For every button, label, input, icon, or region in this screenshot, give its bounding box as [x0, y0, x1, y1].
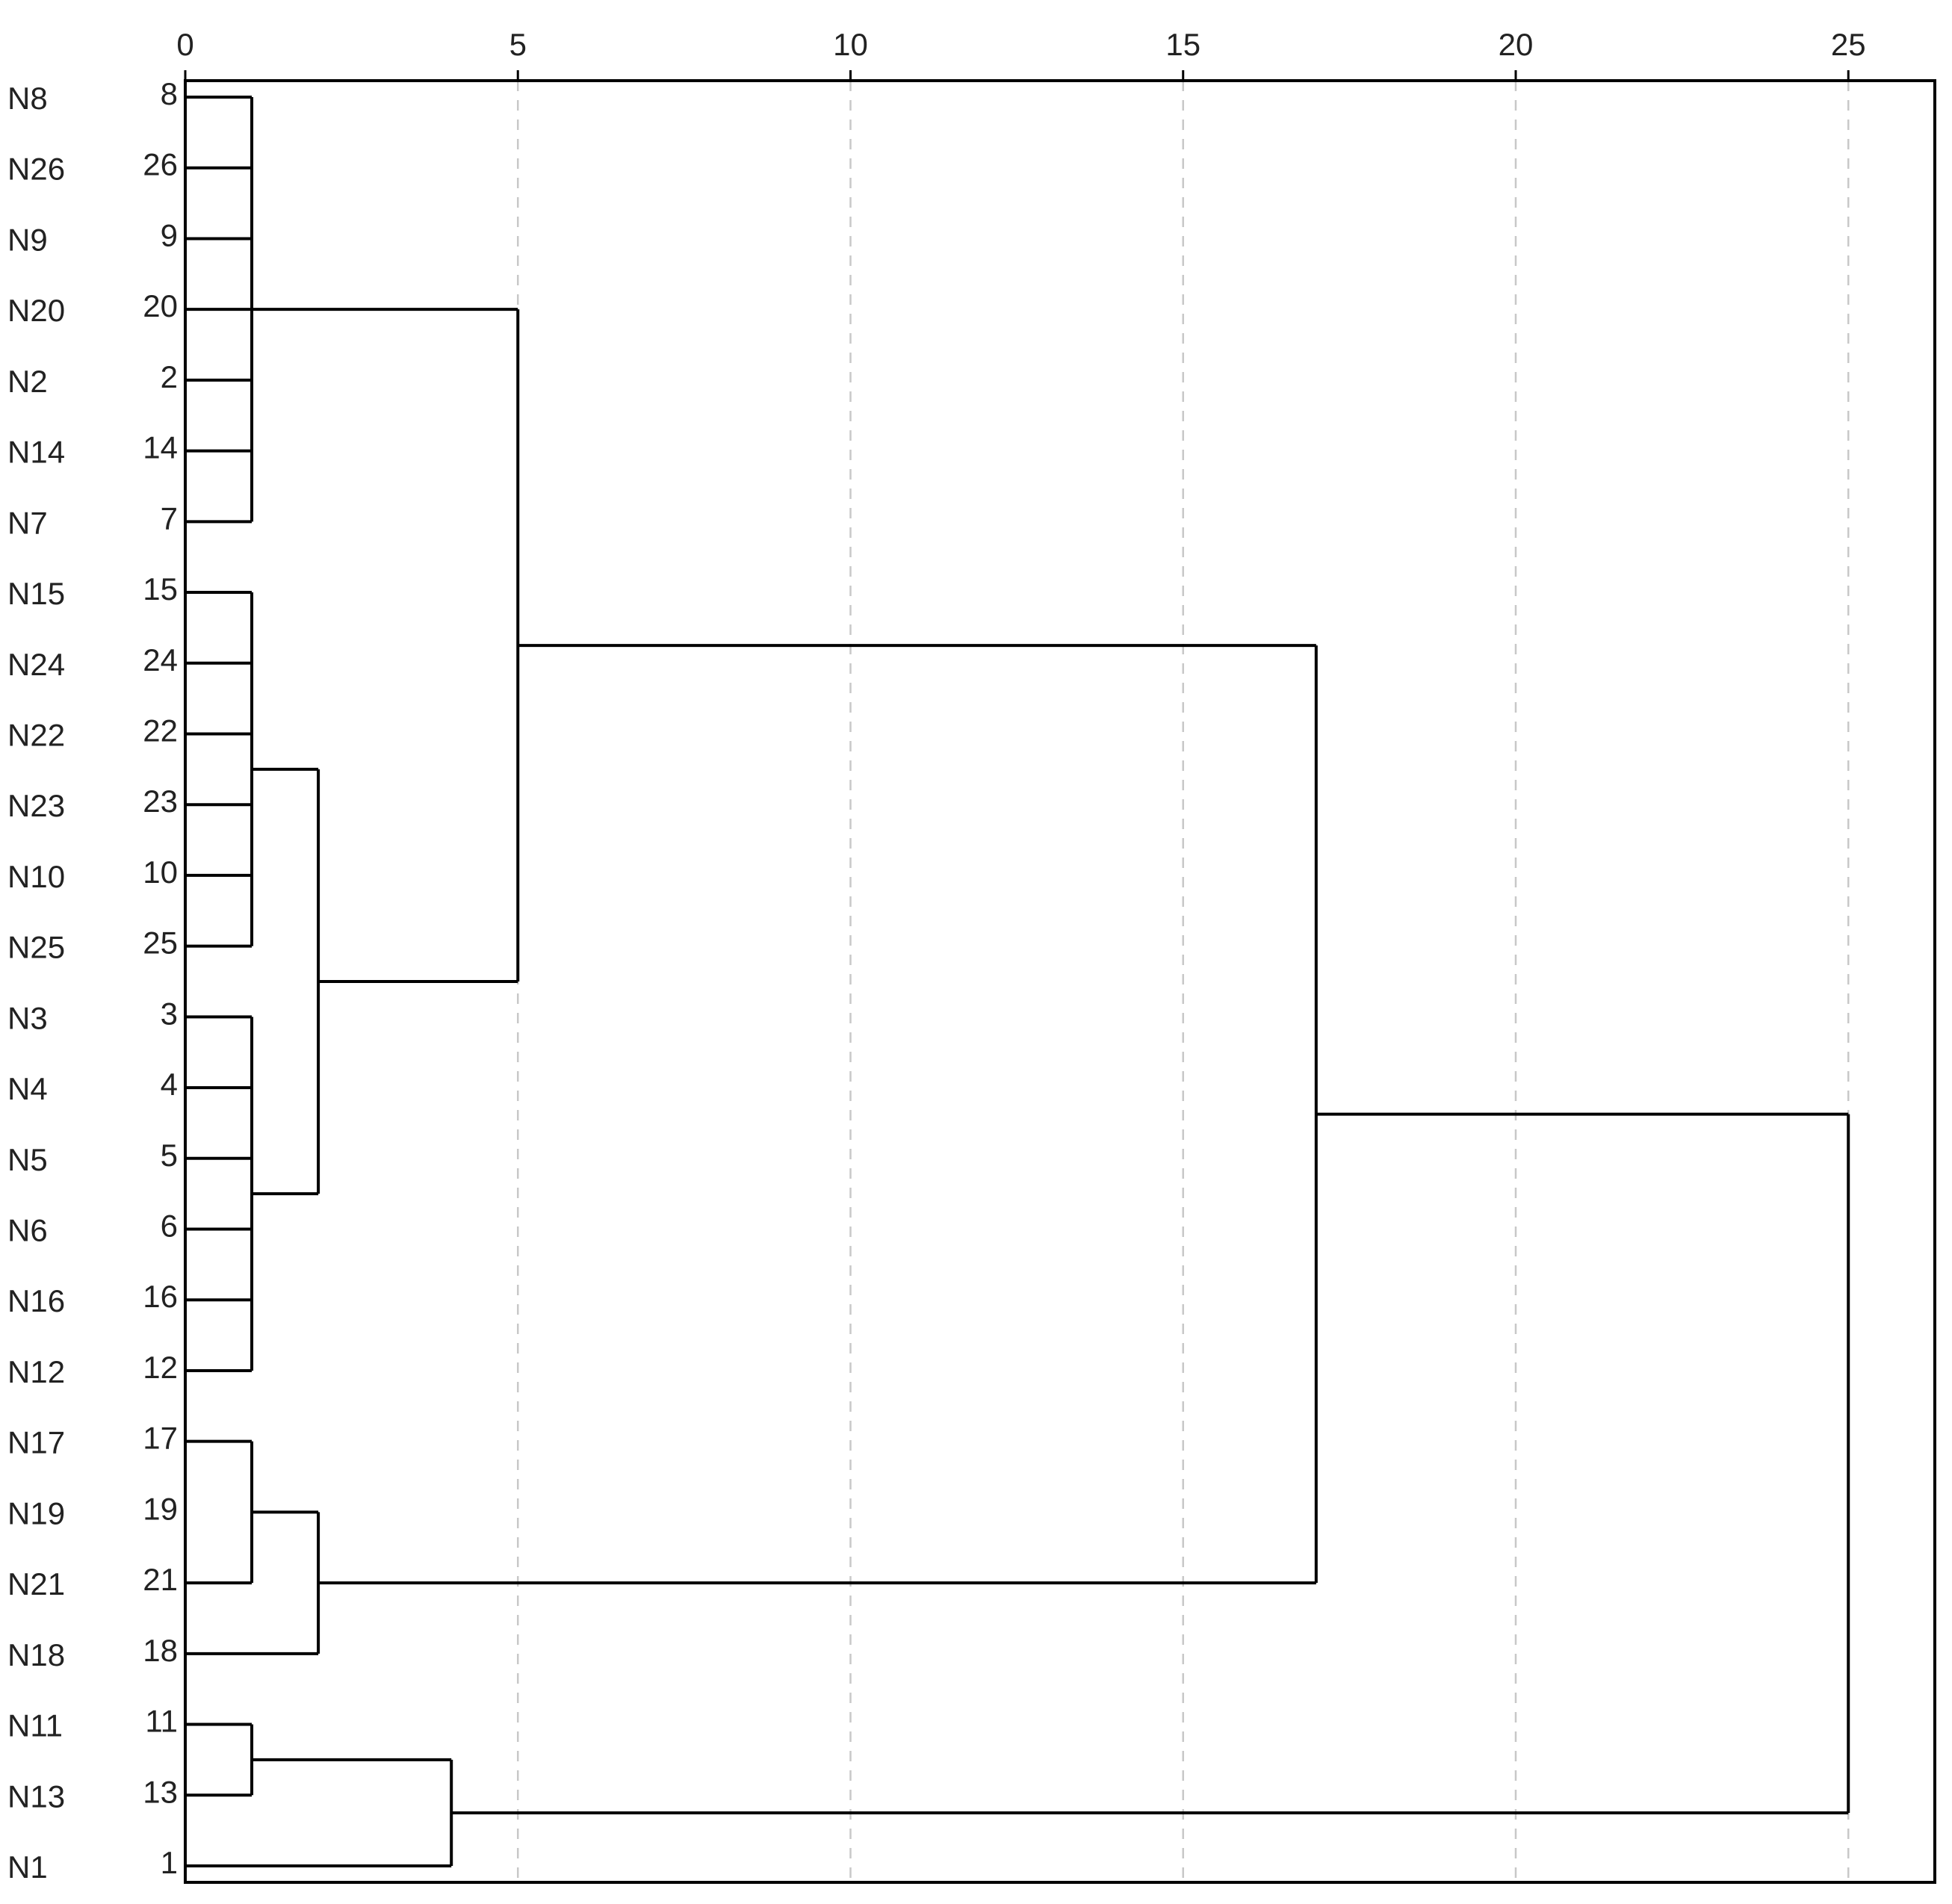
leaf-name-label: N1: [7, 1849, 48, 1885]
leaf-name-label: N26: [7, 152, 65, 187]
leaf-number-label: 4: [161, 1067, 178, 1102]
x-tick-label: 25: [1831, 27, 1866, 62]
leaf-number-label: 21: [143, 1562, 178, 1597]
leaf-number-label: 20: [143, 288, 178, 323]
leaf-name-label: N11: [7, 1708, 63, 1743]
leaf-name-label: N25: [7, 930, 65, 965]
leaf-number-label: 7: [161, 500, 178, 536]
leaf-name-label: N18: [7, 1637, 65, 1672]
dendrogram-links: [185, 96, 1850, 1867]
leaf-number-label: 26: [143, 147, 178, 182]
leaf-name-label: N17: [7, 1425, 65, 1460]
leaf-number-label: 12: [143, 1350, 178, 1385]
leaf-number-label: 22: [143, 713, 178, 748]
leaf-name-label: N8: [7, 81, 48, 116]
x-tick-label: 10: [833, 27, 868, 62]
leaf-name-label: N19: [7, 1495, 65, 1531]
x-tick-label: 15: [1165, 27, 1200, 62]
leaf-name-label: N12: [7, 1354, 65, 1389]
plot-frame: [184, 79, 1936, 1884]
leaf-name-label: N14: [7, 435, 65, 470]
leaf-name-label: N15: [7, 576, 65, 611]
leaf-number-label: 10: [143, 855, 178, 890]
leaf-number-label: 11: [145, 1704, 178, 1739]
leaf-number-label: 3: [161, 996, 178, 1031]
leaf-name-label: N3: [7, 1000, 48, 1035]
leaf-name-label: N24: [7, 647, 65, 682]
leaf-number-label: 13: [143, 1774, 178, 1809]
leaf-name-label: N16: [7, 1283, 65, 1318]
leaf-number-label: 6: [161, 1209, 178, 1244]
leaf-name-label: N7: [7, 505, 48, 540]
leaf-name-label: N23: [7, 788, 65, 823]
leaf-name-label: N4: [7, 1071, 48, 1106]
leaf-number-label: 25: [143, 925, 178, 961]
leaf-name-label: N10: [7, 859, 65, 894]
leaf-number-label: 19: [143, 1491, 178, 1526]
leaf-number-label: 14: [143, 430, 178, 465]
leaf-name-label: N2: [7, 364, 48, 399]
leaf-number-label: 17: [143, 1421, 178, 1456]
leaf-name-label: N5: [7, 1142, 48, 1177]
leaf-number-label: 18: [143, 1633, 178, 1668]
leaf-name-label: N6: [7, 1213, 48, 1248]
leaf-number-label: 15: [143, 571, 178, 607]
leaf-number-label: 16: [143, 1279, 178, 1314]
leaf-number-label: 5: [161, 1138, 178, 1173]
leaf-name-label: N9: [7, 222, 48, 257]
leaf-name-label: N22: [7, 717, 65, 752]
leaf-number-label: 2: [161, 359, 178, 394]
x-axis: 0 5 10 15 20 25: [176, 27, 1866, 81]
x-tick-label: 0: [176, 27, 193, 62]
grid-lines: [516, 81, 1850, 1882]
leaf-number-label: 9: [161, 217, 178, 252]
leaf-name-label: N13: [7, 1779, 65, 1814]
leaf-name-label: N21: [7, 1566, 65, 1601]
leaf-number-label: 23: [143, 784, 178, 819]
leaf-number-label: 8: [161, 76, 178, 111]
leaf-number-label: 1: [161, 1845, 178, 1880]
x-tick-label: 20: [1499, 27, 1534, 62]
x-tick-label: 5: [509, 27, 527, 62]
leaf-name-label: N20: [7, 293, 65, 328]
leaf-number-label: 24: [143, 642, 178, 677]
